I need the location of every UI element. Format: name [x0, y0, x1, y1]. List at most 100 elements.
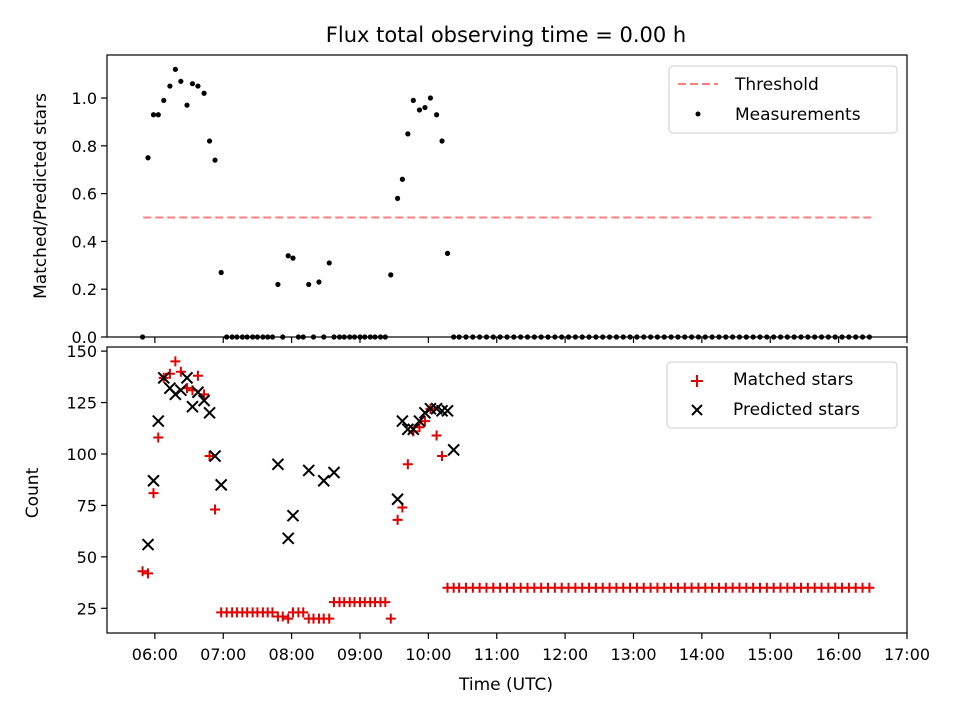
matched-star-point	[419, 416, 430, 427]
measurement-point	[269, 334, 276, 340]
measurement-point	[316, 279, 322, 285]
measurement-point	[254, 334, 261, 340]
predicted-star-point	[208, 449, 222, 463]
measurement-point	[150, 112, 157, 118]
measurement-point	[689, 334, 695, 340]
measurement-point	[654, 334, 661, 340]
measurement-point	[405, 131, 411, 137]
measurement-point	[600, 334, 606, 340]
predicted-star-point	[174, 384, 188, 397]
measurement-point	[634, 334, 640, 340]
measurement-point	[805, 334, 811, 340]
matched-star-point	[864, 582, 875, 593]
ratio-y-ticks: 0.0 0.2 0.4 0.6 0.8 1.0	[72, 89, 107, 347]
measurement-point	[859, 334, 866, 340]
measurement-point	[641, 334, 647, 340]
measurement-point	[244, 334, 250, 340]
measurement-point	[351, 334, 358, 340]
measurement-point	[661, 334, 667, 340]
measurement-point	[777, 334, 784, 340]
measurement-point	[212, 157, 218, 163]
measurement-point	[331, 334, 337, 340]
measurement-point	[336, 334, 343, 340]
count-x-tick-label: 16:00	[816, 645, 862, 664]
count-y-tick-label: 25	[77, 599, 97, 618]
ratio-y-tick-label: 1.0	[72, 89, 97, 108]
measurement-point	[483, 334, 490, 340]
matched-star-point	[392, 514, 403, 525]
measurement-point	[295, 334, 302, 340]
measurement-point	[511, 334, 517, 340]
count-y-tick-label: 75	[77, 496, 97, 515]
count-y-axis-label: Count	[23, 467, 43, 518]
matched-star-points	[137, 356, 875, 624]
measurement-point	[716, 334, 722, 340]
measurement-point	[178, 78, 184, 84]
measurement-point	[695, 334, 702, 340]
predicted-star-point	[191, 386, 205, 399]
count-x-tick-label: 09:00	[337, 645, 383, 664]
measurement-point	[155, 112, 161, 118]
measurement-point	[545, 334, 551, 340]
measurement-point	[399, 176, 405, 182]
matched-star-point	[192, 370, 203, 381]
measurement-point	[565, 334, 572, 340]
ratio-y-tick-label: 0.4	[72, 232, 97, 251]
predicted-star-point	[435, 404, 449, 417]
matched-star-point	[277, 611, 288, 622]
measurement-point	[224, 334, 230, 340]
measurement-point	[846, 334, 852, 340]
matched-star-point	[437, 451, 448, 462]
predicted-star-point	[441, 404, 454, 417]
measurement-point	[682, 334, 688, 340]
measurement-point	[750, 334, 756, 340]
count-x-tick-label: 08:00	[269, 645, 315, 664]
measurement-point	[260, 334, 266, 340]
measurement-point	[265, 334, 271, 340]
predicted-star-point	[281, 532, 295, 545]
count-x-ticks: 06:00 07:00 08:00 09:00 10:00 11:00 12:00 13:00…	[132, 633, 930, 664]
count-x-tick-label: 17:00	[884, 645, 930, 664]
count-y-tick-label: 100	[66, 445, 97, 464]
measurement-point	[310, 334, 317, 340]
ratio-y-tick-label: 0.0	[72, 328, 97, 347]
matched-star-point	[267, 607, 278, 618]
ratio-y-tick-label: 0.6	[72, 185, 97, 204]
ratio-panel: 0.0 0.2 0.4 0.6 0.8 1.0 Matched/Predicted sta…	[31, 54, 908, 347]
measurement-point	[572, 334, 578, 340]
ratio-y-axis-label: Matched/Predicted stars	[31, 93, 51, 299]
measurement-point	[410, 97, 416, 104]
count-y-ticks: 25 50 75 100 125 150	[66, 342, 107, 618]
measurement-point	[388, 272, 394, 278]
predicted-star-point	[286, 509, 300, 522]
measurement-point	[444, 250, 451, 256]
measurement-point	[723, 334, 729, 340]
predicted-star-point	[157, 371, 170, 385]
measurement-point	[427, 95, 434, 101]
legend-predicted-marker	[691, 404, 703, 416]
predicted-star-point	[197, 394, 211, 407]
count-legend: Matched stars Predicted stars	[666, 361, 898, 429]
measurement-point	[285, 253, 291, 259]
measurement-point	[613, 334, 620, 340]
measurement-point	[579, 334, 585, 340]
measurement-point	[451, 334, 457, 340]
measurement-point	[234, 334, 240, 340]
count-x-tick-label: 14:00	[679, 645, 725, 664]
measurement-point	[586, 334, 592, 340]
matched-star-point	[210, 504, 221, 515]
measurement-point	[531, 334, 537, 340]
measurement-point	[250, 334, 256, 340]
count-x-tick-label: 10:00	[405, 645, 451, 664]
measurement-point	[280, 334, 286, 340]
measurement-point	[306, 281, 312, 288]
predicted-star-point	[327, 466, 341, 479]
measurement-point	[167, 83, 173, 89]
measurement-point	[825, 334, 831, 340]
measurement-point	[620, 334, 626, 340]
measurement-point	[702, 334, 708, 340]
measurement-point	[647, 334, 654, 340]
predicted-star-point	[214, 478, 228, 492]
measurement-point	[538, 334, 544, 340]
